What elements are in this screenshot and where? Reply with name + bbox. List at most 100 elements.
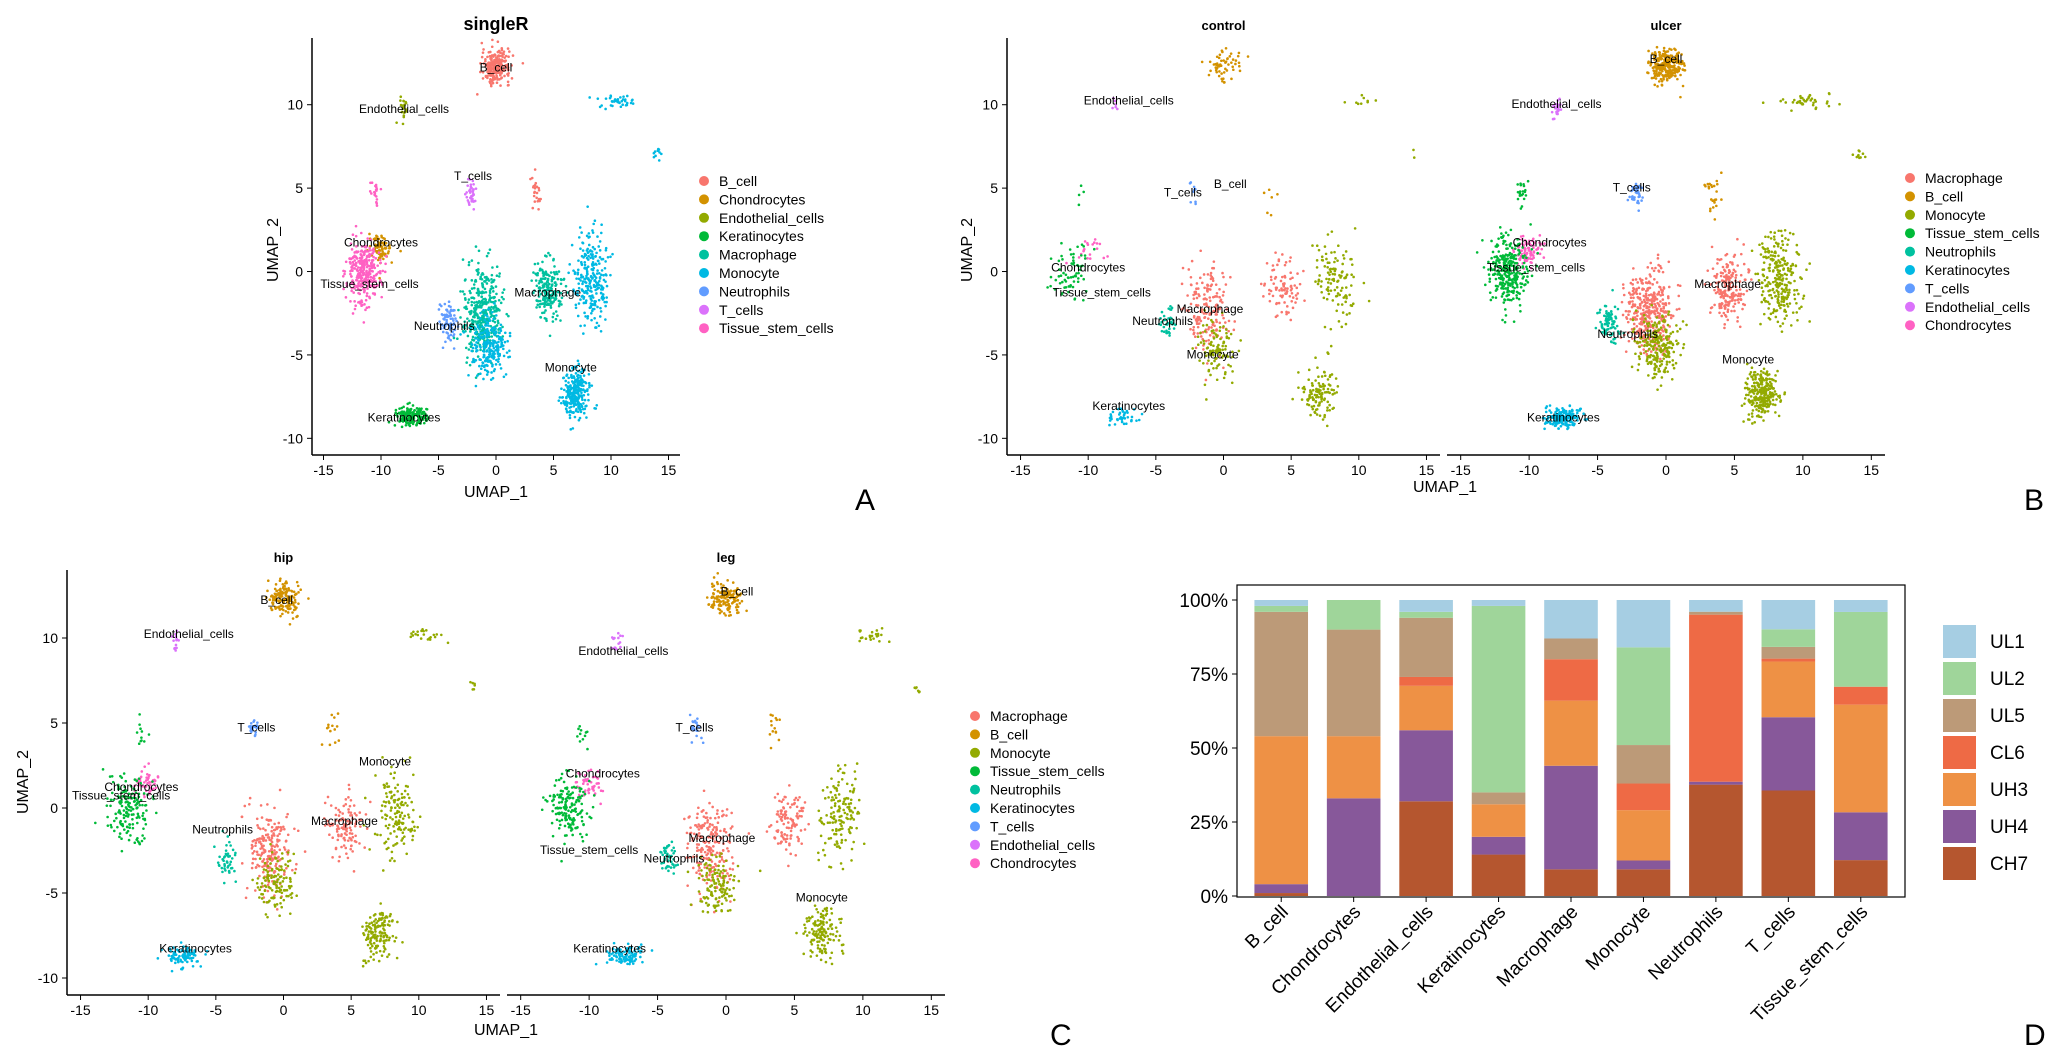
cell-point: [1501, 318, 1504, 322]
cell-point: [457, 308, 460, 312]
cell-point: [549, 286, 553, 289]
cell-point: [467, 348, 471, 351]
cell-point: [358, 300, 361, 304]
cell-point: [379, 241, 382, 245]
cell-point: [543, 305, 546, 308]
cell-point: [1741, 302, 1745, 306]
cell-point: [1522, 275, 1526, 279]
cell-point: [549, 301, 553, 305]
cell-point: [587, 278, 591, 282]
x-tick-label: 0: [1220, 462, 1228, 478]
cell-point: [1763, 411, 1766, 414]
cell-point: [1644, 281, 1648, 284]
cell-point: [603, 266, 607, 270]
cell-point: [489, 78, 492, 81]
cell-point: [496, 78, 499, 81]
cell-point: [402, 114, 406, 117]
cell-point: [1614, 315, 1617, 318]
cell-point: [1613, 320, 1616, 323]
cell-point: [508, 50, 511, 53]
cell-point: [1098, 242, 1102, 246]
cell-point: [610, 99, 614, 103]
cell-point: [472, 283, 476, 286]
cell-point: [566, 386, 569, 389]
cell-point: [585, 268, 588, 271]
cell-point: [1645, 301, 1649, 305]
cell-point: [578, 226, 582, 229]
cell-point: [1749, 395, 1753, 398]
cell-point: [539, 197, 543, 201]
cell-point: [362, 287, 365, 291]
cell-point: [489, 67, 492, 70]
cell-point: [403, 111, 406, 115]
cell-point: [481, 285, 485, 289]
cell-point: [1269, 278, 1273, 282]
cell-point: [1290, 292, 1294, 295]
cell-point: [364, 276, 368, 280]
cell-point: [490, 371, 493, 374]
cell-point: [1329, 282, 1333, 285]
cell-point: [1523, 254, 1526, 257]
cell-point: [574, 306, 578, 310]
cell-point: [482, 342, 485, 346]
cell-point: [558, 396, 562, 399]
cell-point: [1307, 378, 1311, 382]
cell-point: [1296, 272, 1299, 275]
cell-point: [495, 341, 498, 345]
cell-point: [473, 301, 476, 304]
cell-point: [1211, 266, 1214, 270]
cell-point: [1638, 292, 1642, 296]
cell-point: [475, 344, 478, 348]
cell-point: [373, 292, 376, 295]
cell-point: [1340, 274, 1343, 278]
cell-point: [1353, 227, 1357, 230]
cell-point: [369, 238, 373, 241]
cell-point: [595, 321, 599, 325]
cell-point: [371, 284, 374, 288]
cell-point: [500, 54, 504, 58]
cell-point: [576, 381, 579, 385]
cell-point: [349, 242, 353, 245]
cell-point: [365, 294, 369, 298]
cell-point: [1239, 339, 1242, 342]
cell-point: [489, 310, 492, 314]
cell-point: [497, 357, 500, 361]
cell-point: [569, 384, 572, 388]
cell-point: [1210, 275, 1214, 279]
cell-point: [494, 71, 498, 75]
cell-point: [1647, 280, 1651, 284]
cell-point: [529, 177, 532, 181]
cell-point: [1275, 301, 1279, 305]
cell-point: [1366, 100, 1369, 104]
cell-point: [1222, 59, 1225, 62]
cell-point: [1079, 184, 1083, 188]
cell-point: [486, 321, 490, 325]
cell-point: [1732, 305, 1735, 308]
cell-point: [1348, 312, 1351, 315]
cell-point: [360, 304, 363, 308]
cell-point: [1195, 282, 1199, 285]
cell-point: [1340, 325, 1344, 329]
cell-point: [470, 259, 474, 262]
cell-point: [554, 281, 557, 284]
cell-point: [1777, 414, 1781, 418]
cell-point: [1631, 300, 1634, 303]
cell-point: [1221, 271, 1224, 275]
cell-point: [499, 84, 502, 87]
cell-point: [1634, 318, 1637, 321]
cell-point: [541, 286, 545, 289]
cell-point: [485, 363, 488, 367]
cell-point: [485, 350, 488, 353]
cell-point: [438, 320, 441, 323]
cell-point: [590, 268, 594, 271]
cell-point: [555, 272, 559, 276]
cell-point: [559, 282, 563, 286]
cell-point: [479, 346, 482, 349]
cell-point: [377, 241, 380, 244]
cell-point: [1220, 59, 1223, 63]
cell-point: [506, 63, 510, 67]
cell-point: [467, 373, 470, 377]
cell-point: [481, 283, 484, 286]
cell-point: [1196, 335, 1200, 339]
cell-point: [357, 266, 360, 269]
